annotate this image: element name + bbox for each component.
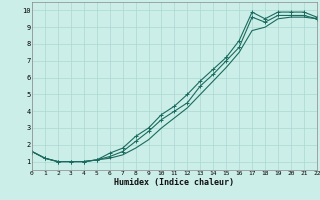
X-axis label: Humidex (Indice chaleur): Humidex (Indice chaleur): [115, 178, 234, 187]
